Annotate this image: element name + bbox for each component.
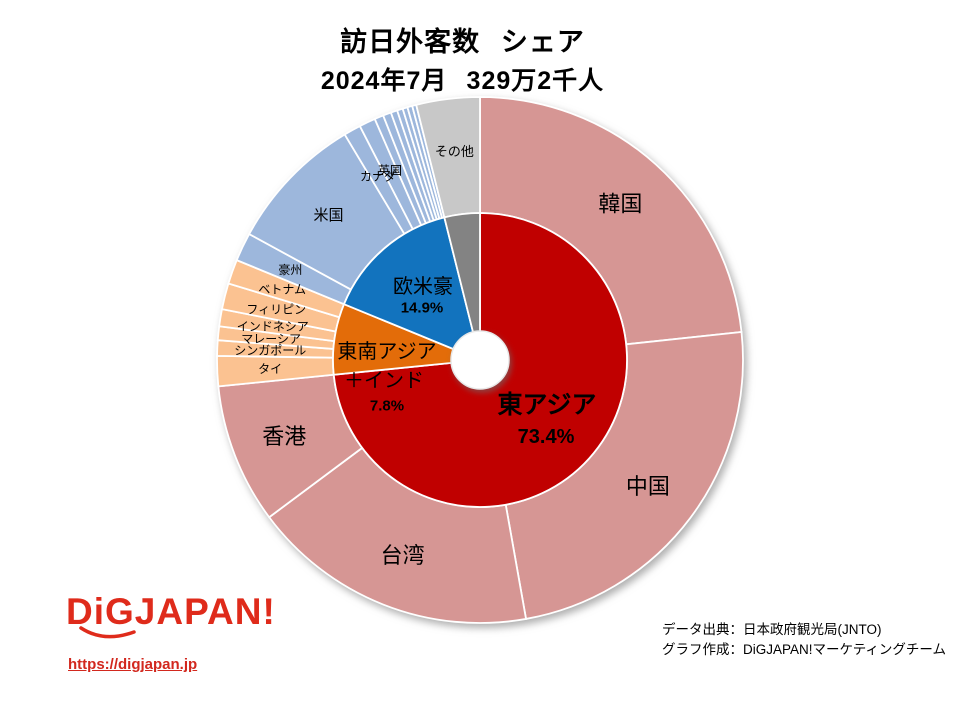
- inner-label-0: 東アジア: [497, 391, 596, 419]
- inner-pct-2: 14.9%: [401, 299, 444, 316]
- chart-title: 訪日外客数 シェア: [340, 27, 585, 57]
- title-block: 訪日外客数 シェア 2024年7月 329万2千人: [0, 20, 925, 97]
- outer-label-8: フィリピン: [246, 302, 306, 316]
- smile-icon: [79, 625, 136, 639]
- site-link[interactable]: https://digjapan.jp: [68, 656, 198, 673]
- digjapan-logo-text: DiGJAPAN!: [66, 591, 276, 632]
- inner-pct-1: 7.8%: [370, 397, 404, 414]
- digjapan-logo: DiGJAPAN!: [66, 591, 276, 643]
- outer-label-4: タイ: [258, 362, 282, 376]
- inner-label-1-line-1: ＋インド: [344, 370, 424, 392]
- inner-label-2: 欧米豪: [393, 275, 453, 298]
- outer-label-11: 米国: [313, 207, 343, 224]
- chart-subtitle: 2024年7月 329万2千人: [320, 67, 605, 95]
- outer-label-13: 英国: [378, 163, 402, 177]
- outer-label-2: 台湾: [381, 543, 425, 568]
- outer-label-9: ベトナム: [258, 283, 306, 297]
- outer-label-21: その他: [435, 144, 474, 159]
- outer-label-6: マレーシア: [241, 332, 301, 346]
- outer-label-12: カナダ: [360, 169, 396, 184]
- outer-label-3: 香港: [262, 424, 306, 449]
- source-note: データ出典：日本政府観光局(JNTO) グラフ作成：DiGJAPAN!マーケティ…: [662, 620, 946, 661]
- inner-pct-0: 73.4%: [518, 426, 575, 448]
- outer-label-10: 豪州: [278, 262, 302, 277]
- outer-label-5: シンガポール: [234, 344, 306, 358]
- outer-label-1: 中国: [626, 474, 670, 499]
- chart-credit-line: グラフ作成：DiGJAPAN!マーケティングチーム: [662, 642, 947, 658]
- data-source-line: データ出典：日本政府観光局(JNTO): [662, 622, 882, 637]
- inner-label-1-line-0: 東南アジア: [337, 340, 436, 363]
- outer-label-0: 韓国: [598, 191, 642, 216]
- donut-hole: [450, 330, 510, 390]
- outer-label-7: インドネシア: [237, 319, 309, 333]
